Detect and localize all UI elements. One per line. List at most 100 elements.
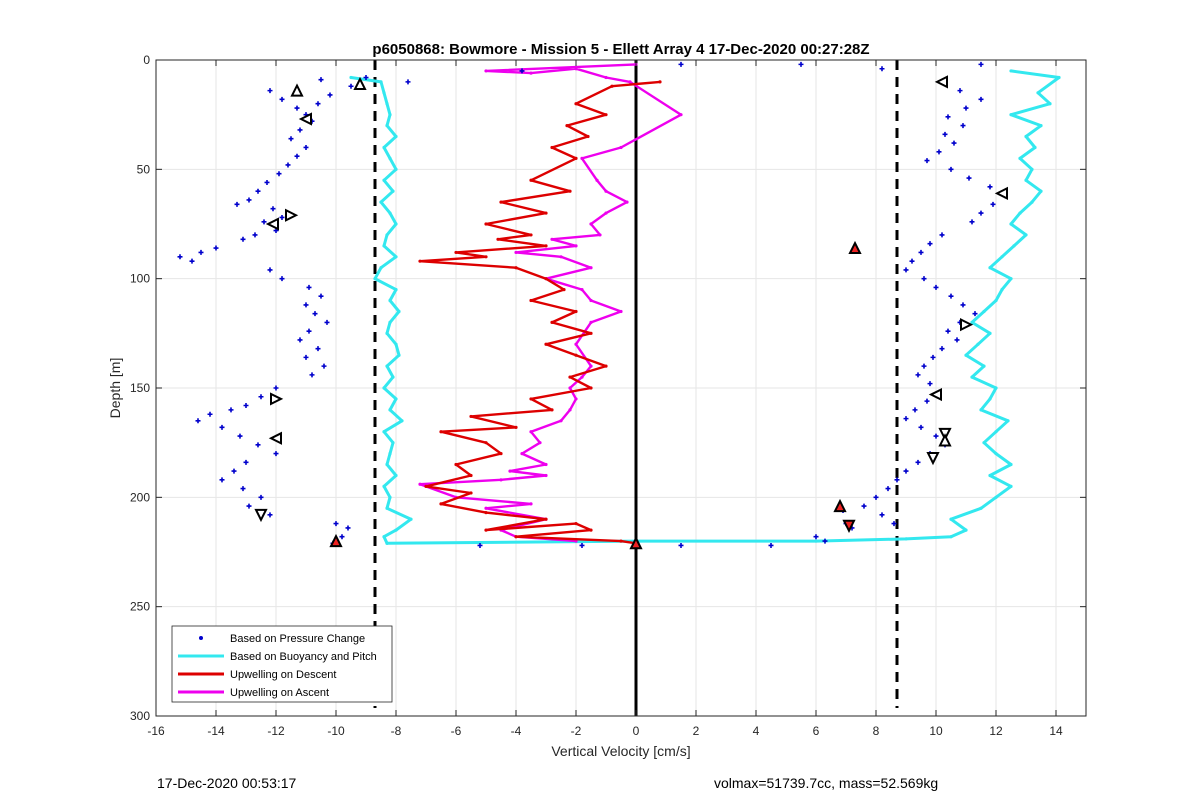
series-upwelling-descent-point bbox=[550, 320, 554, 324]
pressure-change-point bbox=[939, 346, 945, 352]
pressure-change-point bbox=[276, 171, 282, 177]
x-tick-label: 6 bbox=[813, 724, 820, 738]
series-upwelling-descent-point bbox=[418, 259, 422, 263]
series-buoyancy-pitch-point bbox=[382, 535, 386, 539]
series-buoyancy-pitch-point bbox=[1039, 124, 1043, 128]
pressure-change-point bbox=[861, 503, 867, 509]
series-upwelling-descent-point bbox=[589, 331, 593, 335]
series-buoyancy-pitch-point bbox=[1000, 288, 1004, 292]
pressure-change-point bbox=[261, 219, 267, 225]
pressure-change-point bbox=[279, 276, 285, 282]
series-buoyancy-pitch-point bbox=[385, 506, 389, 510]
pressure-change-point bbox=[303, 354, 309, 360]
series-buoyancy-pitch-point bbox=[394, 134, 398, 139]
pressure-change-point bbox=[579, 542, 585, 548]
pressure-change-point bbox=[930, 354, 936, 360]
pressure-change-point bbox=[312, 311, 318, 317]
markers-group bbox=[254, 75, 1008, 550]
pressure-change-point bbox=[990, 201, 996, 207]
pressure-change-point bbox=[195, 418, 201, 424]
pressure-change-point bbox=[960, 123, 966, 129]
marker-triangle-right bbox=[960, 317, 974, 332]
series-upwelling-ascent-point bbox=[418, 482, 422, 486]
series-upwelling-descent-point bbox=[529, 233, 533, 237]
marker-triangle-right bbox=[285, 208, 299, 222]
series-upwelling-ascent-point bbox=[628, 80, 632, 84]
series-upwelling-descent-point bbox=[610, 84, 614, 88]
series-upwelling-ascent-point bbox=[529, 71, 533, 75]
pressure-change-point bbox=[894, 477, 900, 483]
series-buoyancy-pitch-point bbox=[1006, 419, 1010, 423]
pressure-change-point bbox=[177, 254, 183, 260]
y-tick-label: 150 bbox=[130, 381, 150, 395]
series-upwelling-descent-point bbox=[550, 408, 554, 412]
series-buoyancy-pitch-point bbox=[1057, 75, 1061, 80]
series-buoyancy-pitch-point bbox=[1030, 200, 1034, 204]
pressure-change-point bbox=[315, 101, 321, 107]
series-upwelling-descent-point bbox=[529, 178, 533, 182]
series-upwelling-descent-point bbox=[550, 145, 554, 150]
series-buoyancy-pitch-point bbox=[982, 309, 986, 314]
series-upwelling-ascent-point bbox=[484, 69, 488, 73]
pressure-change-point bbox=[768, 542, 774, 548]
pressure-change-point bbox=[405, 79, 411, 85]
series-buoyancy-pitch-point bbox=[394, 167, 398, 171]
series-buoyancy-pitch-point bbox=[1048, 102, 1052, 106]
series-upwelling-descent-point bbox=[424, 484, 428, 488]
series-buoyancy-pitch-point bbox=[949, 535, 953, 539]
pressure-change-point bbox=[327, 92, 333, 98]
pressure-change-point bbox=[363, 74, 369, 80]
series-buoyancy-pitch-point bbox=[814, 539, 818, 543]
series-buoyancy-pitch-point bbox=[388, 408, 392, 412]
series-buoyancy-pitch-point bbox=[1024, 134, 1028, 139]
series-upwelling-ascent-point bbox=[550, 237, 554, 241]
series-upwelling-ascent-point bbox=[574, 67, 578, 71]
y-tick-label: 200 bbox=[130, 490, 150, 504]
series-buoyancy-pitch-point bbox=[394, 222, 398, 226]
pressure-change-point bbox=[942, 131, 948, 137]
pressure-change-point bbox=[294, 153, 300, 159]
series-upwelling-descent-point bbox=[529, 397, 533, 401]
pressure-change-point bbox=[348, 83, 354, 89]
series-upwelling-ascent-point bbox=[559, 255, 563, 259]
x-tick-label: -10 bbox=[327, 724, 345, 738]
x-tick-label: 10 bbox=[929, 724, 943, 738]
series-buoyancy-pitch-point bbox=[1009, 113, 1013, 117]
series-upwelling-descent-point bbox=[544, 244, 548, 248]
series-upwelling-ascent-point bbox=[619, 145, 623, 150]
legend-box bbox=[171, 625, 393, 703]
series-buoyancy-pitch-point bbox=[994, 298, 998, 303]
pressure-change-point bbox=[798, 61, 804, 67]
series-buoyancy-pitch-point bbox=[394, 288, 398, 292]
series-upwelling-ascent-point bbox=[520, 452, 524, 456]
pressure-change-point bbox=[288, 136, 294, 142]
series-buoyancy-pitch-point bbox=[964, 528, 968, 532]
series-buoyancy-pitch-point bbox=[1036, 91, 1040, 95]
marker-triangle-up bbox=[629, 536, 643, 550]
series-buoyancy-pitch-point bbox=[904, 537, 908, 541]
pressure-change-point bbox=[879, 512, 885, 518]
series-upwelling-descent-point bbox=[574, 156, 578, 160]
pressure-change-point bbox=[903, 468, 909, 474]
pressure-change-point bbox=[915, 459, 921, 465]
series-upwelling-descent-point bbox=[514, 425, 518, 429]
pressure-change-point bbox=[237, 433, 243, 439]
pressure-change-point bbox=[978, 210, 984, 216]
pressure-change-point bbox=[903, 267, 909, 273]
marker-triangle-left bbox=[994, 186, 1008, 201]
pressure-change-point bbox=[228, 407, 234, 413]
pressure-change-point bbox=[243, 402, 249, 408]
pressure-change-point bbox=[285, 162, 291, 168]
series-buoyancy-pitch-point bbox=[382, 484, 386, 488]
series-buoyancy-pitch-point bbox=[1000, 255, 1004, 259]
series-buoyancy-pitch-point bbox=[1009, 462, 1013, 467]
series-upwelling-ascent-point bbox=[538, 441, 542, 445]
series-upwelling-descent-point bbox=[544, 211, 548, 215]
series-upwelling-descent-point bbox=[496, 237, 500, 241]
marker-triangle-up bbox=[848, 240, 862, 255]
pressure-change-point bbox=[318, 293, 324, 299]
series-upwelling-descent-point bbox=[484, 222, 488, 226]
pressure-change-point bbox=[294, 105, 300, 111]
pressure-change-point bbox=[921, 363, 927, 369]
marker-triangle-left bbox=[928, 387, 942, 402]
